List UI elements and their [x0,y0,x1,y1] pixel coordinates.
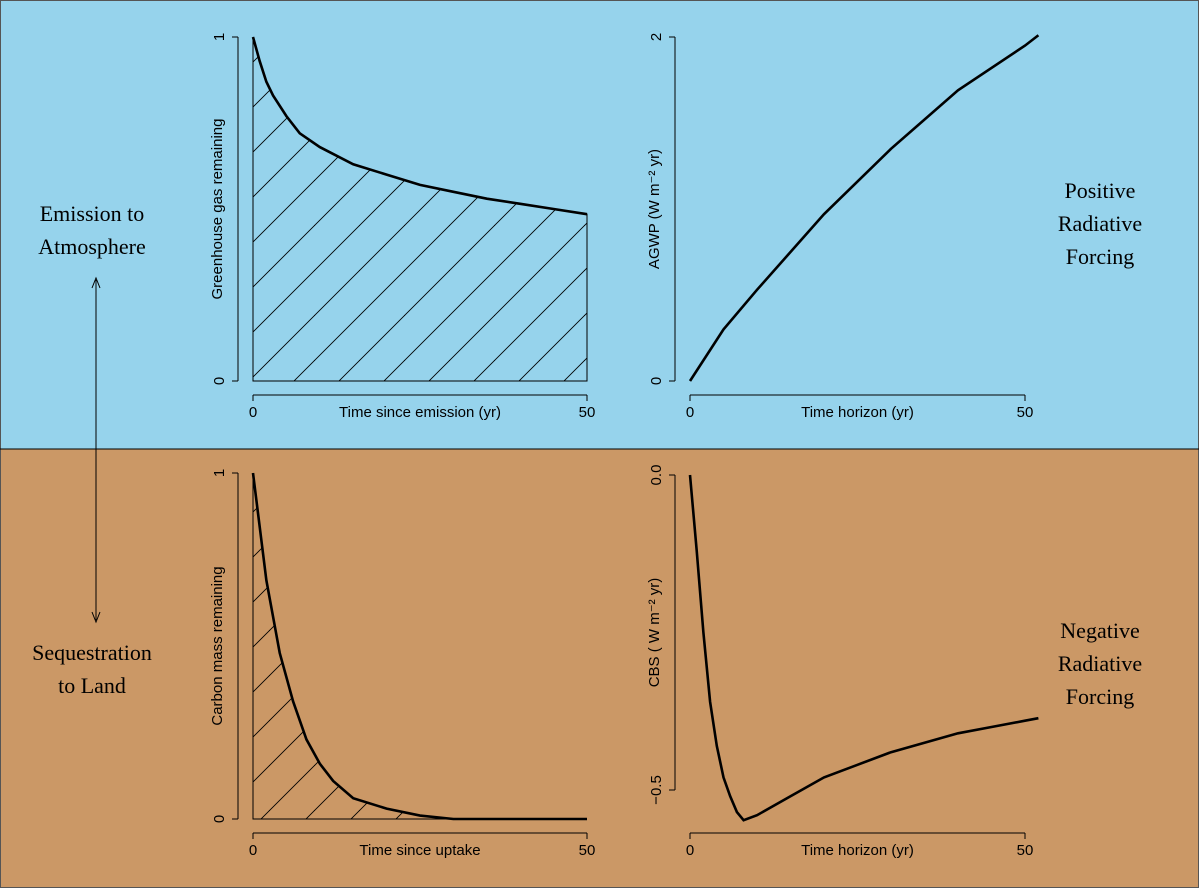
curve [251,36,588,216]
x-tick-label: 0 [686,842,694,859]
x-tick-label: 0 [249,842,257,859]
x-tick-label: 0 [686,404,694,421]
side-label: Emission to [40,201,145,226]
side-label: Positive [1065,178,1136,203]
side-label: Forcing [1066,244,1134,269]
arrow-head [91,276,101,289]
side-label: Radiative [1058,211,1142,236]
bottom-panel [0,449,1199,888]
side-label: Radiative [1058,651,1142,676]
x-axis-label: Time since uptake [359,842,480,859]
y-tick-label: 0 [211,815,228,823]
y-tick-label: 0 [648,377,665,385]
x-tick-label: 50 [579,842,596,859]
y-axis-label: CBS ( W m⁻² yr) [646,578,663,688]
curve [688,34,1040,382]
x-tick-label: 50 [579,404,596,421]
y-tick-label: 1 [211,469,228,477]
x-tick-label: 0 [249,404,257,421]
x-tick-label: 50 [1017,842,1034,859]
y-tick-label: 0 [211,377,228,385]
y-tick-label: −0.5 [648,775,665,805]
side-label: to Land [58,673,126,698]
x-axis-label: Time horizon (yr) [801,404,914,421]
arrow-head [91,611,101,624]
curve [688,474,1039,822]
x-axis-label: Time horizon (yr) [801,842,914,859]
side-label: Forcing [1066,684,1134,709]
side-label: Sequestration [32,640,152,665]
y-axis-label: AGWP (W m⁻² yr) [646,149,663,269]
y-tick-label: 2 [648,33,665,41]
top-panel [0,0,1199,449]
x-axis-label: Time since emission (yr) [339,404,501,421]
side-label: Negative [1060,618,1139,643]
curve [251,472,587,821]
y-axis-label: Greenhouse gas remaining [209,119,226,300]
y-tick-label: 1 [211,33,228,41]
x-tick-label: 50 [1017,404,1034,421]
y-tick-label: 0.0 [648,465,665,486]
y-axis-label: Carbon mass remaining [209,566,226,725]
side-label: Atmosphere [38,234,146,259]
